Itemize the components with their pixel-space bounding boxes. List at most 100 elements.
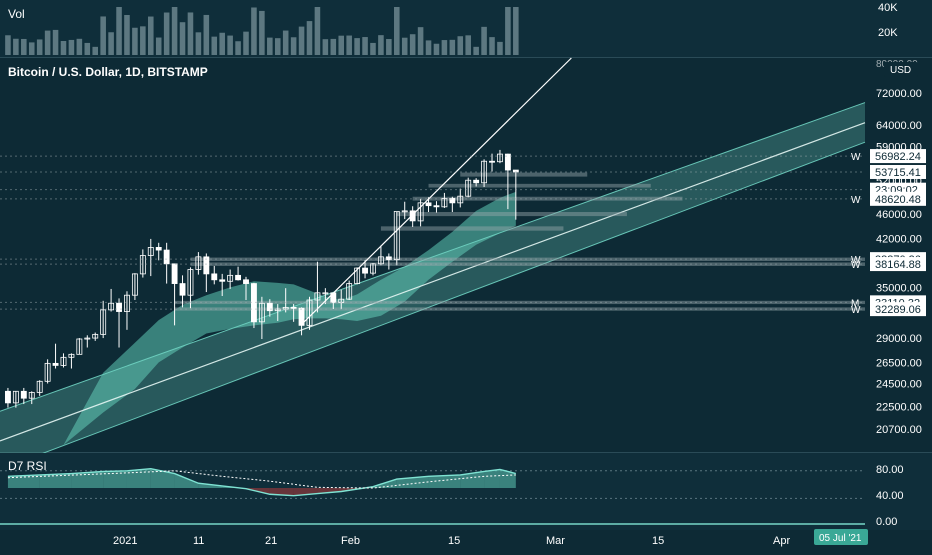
volume-bar [505, 7, 511, 55]
candle-down [298, 307, 305, 326]
candle-down [155, 247, 162, 251]
price-tick-label: 72000.00 [876, 88, 922, 100]
price-tick-label: 20700.00 [876, 424, 922, 436]
volume-bar [219, 32, 225, 55]
price-badge-bg [870, 149, 926, 164]
price-panel[interactable] [0, 57, 932, 471]
price-tick-label: 42000.00 [876, 233, 922, 245]
volume-bar [140, 26, 146, 55]
candle-down [433, 205, 440, 208]
volume-bar [322, 39, 329, 55]
crosshair-date-badge [814, 529, 868, 545]
rsi-signal-line [7, 470, 516, 489]
volume-bar [203, 14, 210, 55]
volume-bar [401, 37, 408, 55]
candle-up [370, 263, 376, 274]
candle-up [258, 302, 265, 323]
volume-bar [148, 16, 154, 55]
candle-up [457, 195, 464, 204]
volume-bar [346, 35, 352, 55]
rsi-fill-segment [126, 468, 151, 489]
volume-bar [409, 34, 416, 55]
candle-down [290, 306, 297, 309]
volume-bar [187, 12, 194, 56]
price-badge-timeframe: W [851, 152, 861, 163]
candle-down [219, 279, 226, 282]
time-label-feb-15: 15 [448, 535, 460, 547]
rsi-axis-label-0: 0.00 [876, 516, 897, 528]
channel-line-mid [0, 122, 866, 442]
crosshair-date-label: 05 Jul '21 [819, 533, 862, 544]
volume-axis-label-20k: 20K [878, 27, 898, 39]
candle-up [306, 299, 313, 326]
volume-bar [235, 41, 241, 55]
channel-line-lower [0, 141, 866, 471]
resistance-zone [174, 307, 865, 311]
volume-axis-label-40k: 40K [878, 2, 898, 14]
channel-band [0, 102, 865, 470]
price-tick-label: 46000.00 [876, 209, 922, 221]
time-label-mar-15: 15 [652, 535, 664, 547]
volume-bar [100, 16, 106, 55]
price-badge-timeframe: W [851, 255, 861, 266]
price-axis: 20700.00 22500.00 24500.00 26500.00 29000.00… [851, 88, 926, 436]
time-label-jan-11: 11 [193, 535, 204, 547]
volume-bar [155, 37, 162, 55]
candle-down [20, 390, 27, 399]
price-badge-label: 48620.48 [875, 194, 921, 206]
volume-bar [124, 15, 130, 55]
candle-down [179, 283, 186, 296]
candle-up [28, 392, 35, 399]
price-badge-timeframe: W [851, 195, 861, 206]
candle-up [274, 308, 281, 312]
volume-bar [394, 7, 400, 55]
currency-label[interactable]: USD [890, 65, 911, 76]
volume-bar [116, 7, 122, 55]
volume-bar [52, 29, 59, 55]
volume-bar [21, 38, 27, 55]
volume-bar [267, 37, 273, 55]
price-panel-bg [0, 58, 932, 452]
price-badge-bg [870, 257, 926, 272]
candle-up [131, 273, 138, 296]
volume-bar [227, 35, 233, 55]
candle-down [171, 263, 178, 284]
candle-up [92, 333, 99, 339]
rsi-fill-segment [499, 469, 516, 489]
price-tick-label: 35000.00 [876, 282, 922, 294]
volume-bar [243, 31, 249, 55]
price-tick-label: 64000.00 [876, 120, 922, 132]
candle-up [465, 179, 472, 197]
candle-up [322, 292, 329, 295]
candle-up [354, 267, 361, 284]
volume-bar [195, 32, 202, 55]
candle-down [116, 302, 122, 312]
resistance-zone [412, 196, 683, 201]
candle-up [76, 338, 83, 355]
volume-bar [386, 39, 392, 55]
price-badge-bg [870, 164, 926, 179]
price-tick-label: 24500.00 [876, 378, 922, 390]
volume-bar [489, 37, 495, 55]
rsi-line [7, 468, 517, 497]
candle-down [504, 153, 511, 171]
volume-bar [108, 32, 114, 55]
volume-bar [338, 35, 345, 55]
candle-up [100, 309, 107, 335]
resistance-zone [396, 212, 627, 217]
candle-up [417, 202, 424, 222]
candle-up [108, 302, 115, 311]
price-badge-label: 56982.24 [875, 151, 921, 163]
volume-bar [28, 42, 35, 55]
channel-line-upper [0, 102, 866, 412]
volume-bar [60, 41, 67, 55]
price-tick-label: 29000.00 [876, 333, 922, 345]
candle-down [385, 256, 392, 261]
volume-bar [290, 37, 297, 55]
rsi-fill-segment [317, 488, 342, 494]
volume-bar [44, 30, 51, 55]
rsi-fill-segment [71, 471, 104, 489]
candle-down [52, 362, 59, 366]
